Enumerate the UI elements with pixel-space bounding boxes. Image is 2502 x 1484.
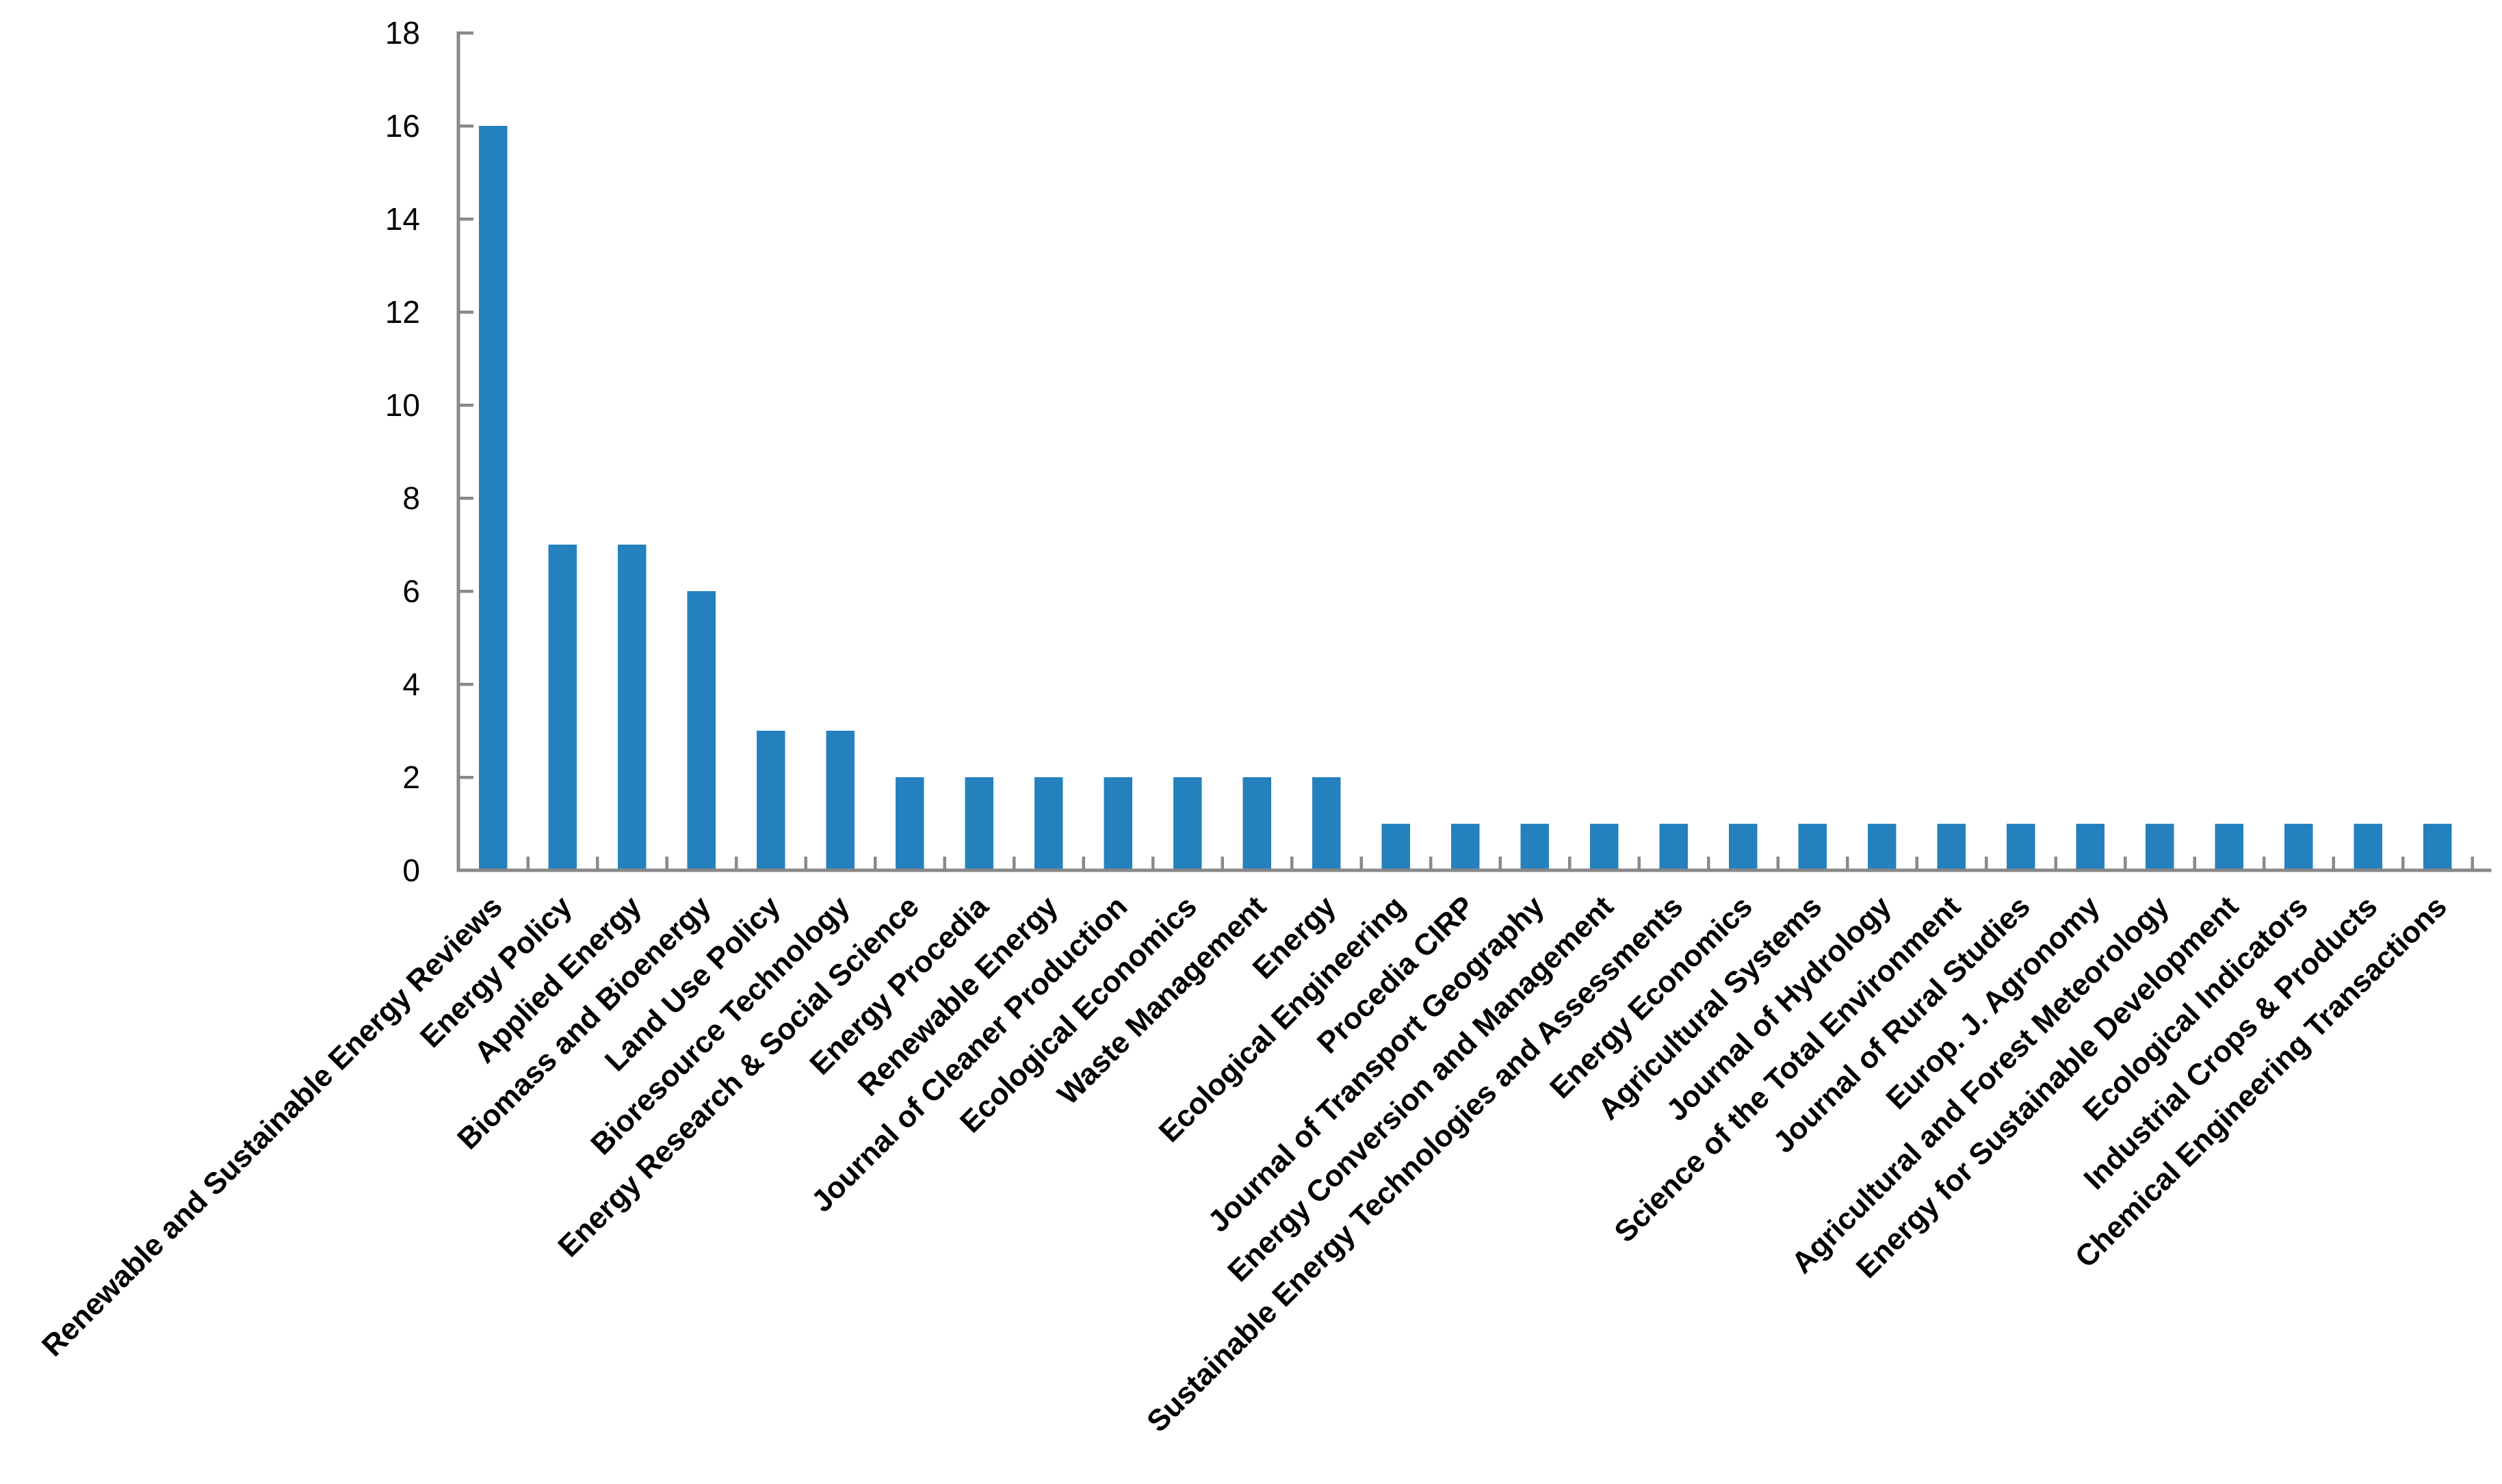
bar xyxy=(2076,824,2104,870)
bar xyxy=(826,731,855,870)
bar xyxy=(479,126,508,870)
bar xyxy=(965,777,993,870)
bar xyxy=(2284,824,2313,870)
bar xyxy=(1590,824,1619,870)
y-tick-label: 6 xyxy=(402,573,420,609)
bar xyxy=(1312,777,1341,870)
y-tick-label: 4 xyxy=(402,666,420,702)
y-tick-label: 12 xyxy=(385,294,420,330)
bar xyxy=(1798,824,1827,870)
bar xyxy=(2215,824,2243,870)
bar xyxy=(1451,824,1480,870)
y-tick-label: 16 xyxy=(385,108,420,144)
bar xyxy=(548,545,577,870)
y-tick-label: 14 xyxy=(385,201,420,237)
y-tick-label: 8 xyxy=(402,480,420,516)
y-tick-label: 10 xyxy=(385,387,420,423)
bar xyxy=(687,591,716,870)
x-category-label: Renewable and Sustainable Energy Reviews xyxy=(36,889,509,1363)
bar xyxy=(1937,824,1966,870)
bar xyxy=(1729,824,1758,870)
bar xyxy=(618,545,647,870)
bar xyxy=(1659,824,1688,870)
bar xyxy=(896,777,924,870)
bar xyxy=(1104,777,1132,870)
bar xyxy=(1173,777,1202,870)
y-tick-label: 0 xyxy=(402,852,420,888)
bar xyxy=(2007,824,2035,870)
bar xyxy=(2146,824,2174,870)
bar xyxy=(1381,824,1410,870)
bar xyxy=(1520,824,1549,870)
bar xyxy=(2354,824,2382,870)
bar xyxy=(2423,824,2452,870)
bar xyxy=(1034,777,1063,870)
bar xyxy=(1242,777,1271,870)
bar xyxy=(1868,824,1897,870)
bar xyxy=(757,731,785,870)
y-tick-label: 18 xyxy=(385,15,420,51)
y-tick-label: 2 xyxy=(402,759,420,795)
